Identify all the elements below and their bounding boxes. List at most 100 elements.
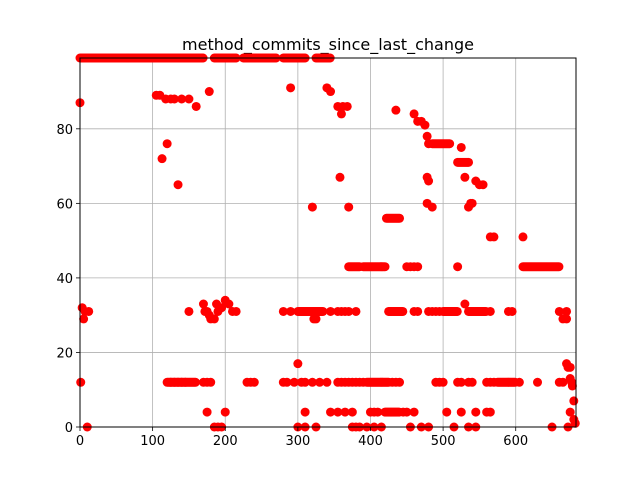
scatter-point [326, 407, 336, 417]
scatter-point [282, 377, 292, 387]
scatter-point [485, 407, 495, 417]
scatter-point [456, 377, 466, 387]
grid-lines [79, 58, 576, 428]
scatter-point [398, 306, 408, 316]
scatter-point [438, 377, 448, 387]
scatter-point [554, 262, 564, 272]
scatter-point [173, 180, 183, 190]
scatter-point [169, 94, 179, 104]
scatter-point [217, 303, 227, 313]
scatter-point [380, 262, 390, 272]
y-tick-label: 80 [56, 123, 73, 138]
y-tick-label: 20 [56, 346, 73, 361]
scatter-point [554, 306, 564, 316]
scatter-point [198, 299, 208, 309]
scatter-point [460, 299, 470, 309]
chart-title: method_commits_since_last_change [182, 35, 474, 55]
scatter-point [518, 232, 528, 242]
scatter-point [184, 94, 194, 104]
scatter-point [184, 306, 194, 316]
scatter-point [464, 157, 474, 167]
scatter-point [326, 87, 336, 97]
scatter-point [358, 377, 368, 387]
scatter-point [326, 306, 336, 316]
scatter-point [307, 202, 317, 212]
scatter-point [478, 180, 488, 190]
scatter-point [79, 314, 89, 324]
scatter-point [533, 377, 543, 387]
scatter-point [76, 377, 86, 387]
scatter-point [569, 396, 579, 406]
scatter-point [224, 299, 234, 309]
scatter-point [467, 198, 477, 208]
scatter-point [293, 359, 303, 369]
scatter-point [157, 154, 167, 164]
scatter-point [340, 407, 350, 417]
scatter-point [373, 407, 383, 417]
scatter-point [471, 407, 481, 417]
y-axis-ticks: 0 20 40 60 80 [56, 123, 80, 436]
scatter-point [190, 377, 200, 387]
scatter-point [344, 202, 354, 212]
x-tick-label: 0 [76, 434, 84, 449]
axes-frame [79, 57, 577, 428]
x-tick-label: 500 [431, 434, 456, 449]
x-axis-ticks: 0 100 200 300 400 500 600 [76, 427, 528, 449]
y-tick-label: 60 [56, 197, 73, 212]
scatter-point [445, 139, 455, 149]
scatter-point [315, 377, 325, 387]
scatter-point [567, 381, 577, 391]
scatter-point [434, 306, 444, 316]
scatter-point [391, 105, 401, 115]
scatter-point [453, 262, 463, 272]
scatter-point [456, 407, 466, 417]
scatter-point [307, 377, 317, 387]
scatter-point [514, 377, 524, 387]
scatter-point [565, 407, 575, 417]
scatter-point [311, 314, 321, 324]
scatter-point [424, 176, 434, 186]
scatter-point [202, 407, 212, 417]
scatter-point [344, 306, 354, 316]
scatter-point [424, 139, 434, 149]
scatter-point [231, 306, 241, 316]
scatter-point [409, 109, 419, 119]
scatter-point [333, 407, 343, 417]
x-tick-label: 100 [140, 434, 165, 449]
scatter-point [162, 139, 172, 149]
scatter-point [335, 172, 345, 182]
scatter-point [347, 407, 357, 417]
scatter-point [84, 306, 94, 316]
scatter-point [278, 306, 288, 316]
scatter-point [177, 94, 187, 104]
scatter-point [322, 377, 332, 387]
scatter-point [204, 87, 214, 97]
scatter-points [75, 53, 580, 432]
x-tick-label: 300 [285, 434, 310, 449]
scatter-point [395, 213, 405, 223]
scatter-point [489, 377, 499, 387]
scatter-point [558, 377, 568, 387]
scatter-point [300, 377, 310, 387]
scatter-point [460, 172, 470, 182]
x-tick-label: 200 [213, 434, 238, 449]
scatter-point [565, 362, 575, 372]
y-tick-label: 0 [65, 421, 73, 436]
scatter-point [191, 101, 201, 111]
scatter-point [427, 202, 437, 212]
scatter-point [467, 377, 477, 387]
scatter-point [489, 232, 499, 242]
scatter-point [249, 377, 259, 387]
scatter-point [442, 407, 452, 417]
scatter-point [562, 306, 572, 316]
scatter-point [422, 131, 432, 141]
scatter-point [413, 306, 423, 316]
scatter-point [336, 109, 346, 119]
scatter-point [402, 407, 412, 417]
scatter-point [562, 314, 572, 324]
scatter-point [456, 142, 466, 152]
scatter-point [220, 407, 230, 417]
scatter-point [485, 306, 495, 316]
scatter-point [420, 120, 430, 130]
